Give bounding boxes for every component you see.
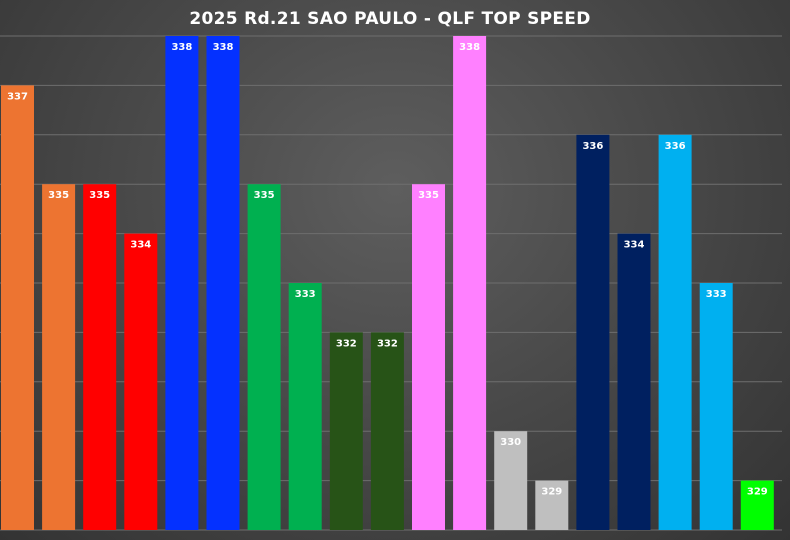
bar xyxy=(206,36,240,530)
data-label: 330 xyxy=(500,437,521,448)
data-label: 333 xyxy=(706,289,727,300)
bar xyxy=(576,134,610,531)
data-label: 329 xyxy=(541,487,562,498)
data-label: 335 xyxy=(254,190,275,201)
bar xyxy=(412,184,445,530)
bar xyxy=(83,184,117,530)
bar xyxy=(617,233,651,530)
bar xyxy=(247,184,281,530)
bar xyxy=(124,233,158,530)
bar xyxy=(494,431,528,530)
data-label: 334 xyxy=(130,240,151,251)
bar xyxy=(1,85,34,531)
bar xyxy=(165,36,199,530)
data-label: 335 xyxy=(89,190,110,201)
data-label: 337 xyxy=(7,91,28,102)
data-label: 333 xyxy=(295,289,316,300)
data-label: 335 xyxy=(48,190,69,201)
bar xyxy=(42,184,76,530)
data-label: 338 xyxy=(459,42,480,53)
data-label: 329 xyxy=(747,487,768,498)
data-label: 338 xyxy=(213,42,234,53)
data-label: 332 xyxy=(336,338,357,349)
data-label: 336 xyxy=(665,141,686,152)
chart-title: 2025 Rd.21 SAO PAULO - QLF TOP SPEED xyxy=(189,9,591,29)
bar xyxy=(288,283,322,530)
bar xyxy=(329,332,363,530)
bar xyxy=(740,480,774,530)
data-label: 336 xyxy=(582,141,603,152)
data-label: 338 xyxy=(171,42,192,53)
data-label: 332 xyxy=(377,338,398,349)
data-labels: 337 335 335 334 338 338 335 333 332 332 335 338 330 3… xyxy=(7,42,768,498)
bars xyxy=(1,36,774,531)
bar xyxy=(699,283,733,530)
bar xyxy=(370,332,404,530)
data-label: 335 xyxy=(418,190,439,201)
bar xyxy=(658,134,692,531)
data-label: 334 xyxy=(624,240,645,251)
bar xyxy=(535,480,569,530)
bar xyxy=(453,36,487,530)
